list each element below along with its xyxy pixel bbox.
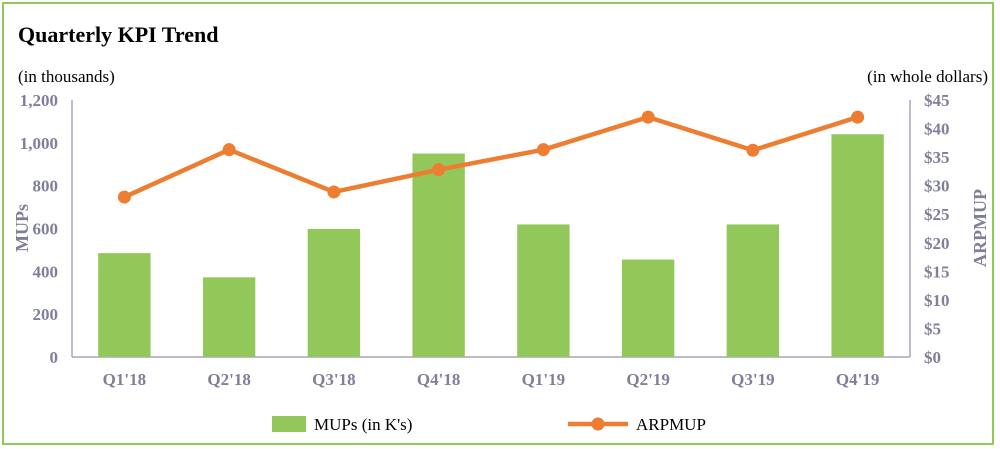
- chart-frame: [2, 2, 994, 445]
- legend-swatch-marker: [591, 417, 605, 431]
- bar: [202, 277, 256, 357]
- y2-tick-label: $5: [924, 319, 941, 338]
- y-tick-label: 1,200: [20, 91, 58, 110]
- x-tick-label: Q1'18: [103, 370, 146, 389]
- line-point: [327, 185, 341, 199]
- y2-tick-label: $30: [924, 177, 950, 196]
- x-tick-label: Q4'18: [417, 370, 460, 389]
- x-tick-label: Q4'19: [836, 370, 879, 389]
- legend-swatch-bars: [272, 416, 306, 432]
- plot-area: 0 200 400 600 800 1,000 1,200 $0 $5 $10 $15 $20 $25 $…: [20, 91, 950, 389]
- y2-tick-label: $10: [924, 291, 950, 310]
- y-axis-label: MUPs: [12, 204, 32, 252]
- y-tick-label: 0: [50, 348, 59, 367]
- bar: [307, 228, 361, 357]
- y2-tick-label: $0: [924, 348, 941, 367]
- line-point: [222, 143, 236, 157]
- bar: [726, 224, 780, 357]
- line-point: [117, 190, 131, 204]
- y2-tick-label: $25: [924, 205, 950, 224]
- line-point: [641, 110, 655, 124]
- y-tick-label: 600: [33, 220, 59, 239]
- y-tick-label: 400: [33, 262, 59, 281]
- chart-title: Quarterly KPI Trend: [18, 22, 218, 47]
- x-tick-label: Q2'19: [626, 370, 669, 389]
- line-point: [851, 110, 865, 124]
- legend-label-line: ARPMUP: [636, 415, 706, 434]
- y2-tick-label: $35: [924, 148, 950, 167]
- legend: MUPs (in K's) ARPMUP: [272, 415, 706, 434]
- series-line: [123, 114, 859, 200]
- y-tick-label: 800: [33, 177, 59, 196]
- line-point: [746, 143, 760, 157]
- line-point: [536, 143, 550, 157]
- left-unit-note: (in thousands): [18, 67, 115, 86]
- y2-tick-label: $15: [924, 262, 950, 281]
- x-tick-label: Q3'19: [731, 370, 774, 389]
- y2-axis-label: ARPMUP: [970, 189, 990, 267]
- legend-label-bars: MUPs (in K's): [314, 415, 412, 434]
- right-unit-note: (in whole dollars): [867, 67, 988, 86]
- y2-tick-label: $40: [924, 120, 950, 139]
- bar: [831, 134, 884, 357]
- y-tick-label: 1,000: [20, 134, 58, 153]
- x-tick-label: Q1'19: [522, 370, 565, 389]
- y2-tick-label: $20: [924, 234, 950, 253]
- bar: [621, 259, 675, 357]
- x-tick-label: Q3'18: [312, 370, 355, 389]
- bar: [98, 253, 151, 357]
- bar: [517, 224, 570, 357]
- y-tick-label: 200: [33, 305, 59, 324]
- line-point: [432, 163, 446, 177]
- x-tick-label: Q2'18: [207, 370, 250, 389]
- bar: [412, 153, 465, 357]
- y2-tick-label: $45: [924, 91, 950, 110]
